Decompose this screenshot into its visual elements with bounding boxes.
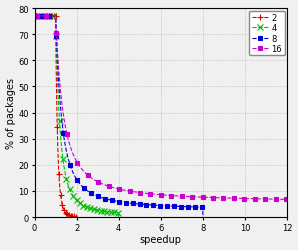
Y-axis label: % of packages: % of packages xyxy=(6,78,15,148)
X-axis label: speedup: speedup xyxy=(140,234,182,244)
Legend: 2, 4, 8, 16: 2, 4, 8, 16 xyxy=(249,12,285,56)
